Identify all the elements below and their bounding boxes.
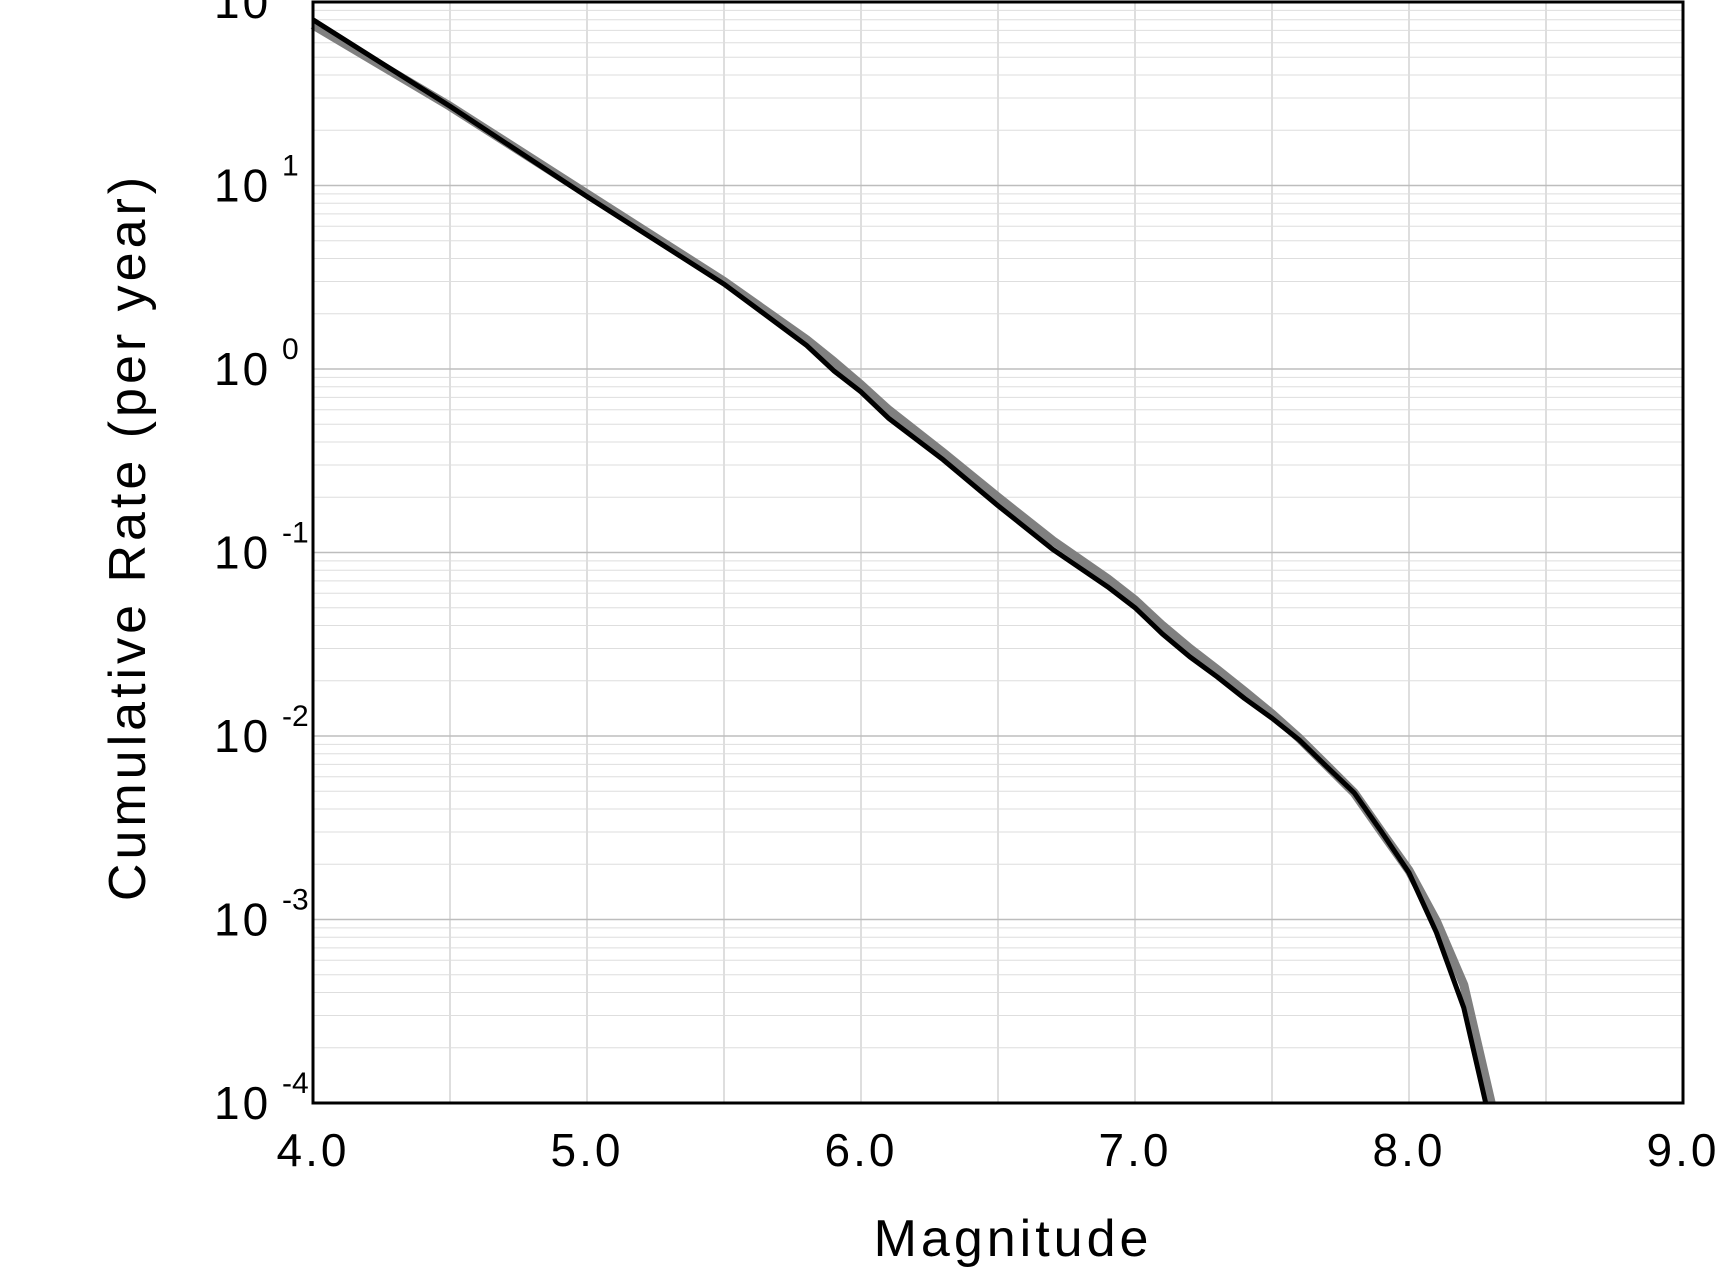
series-layer [310, 17, 1496, 1105]
x-tick-labels: 4.0 5.0 6.0 7.0 8.0 9.0 [277, 1124, 1720, 1176]
y-tick-base: 10 [214, 894, 271, 946]
y-tick-labels: 10210110010-110-210-310-4 [214, 0, 309, 1129]
y-tick-base: 10 [214, 160, 271, 212]
y-tick-exponent: -2 [282, 700, 309, 733]
x-tick-label: 9.0 [1647, 1124, 1720, 1176]
y-tick-label: 10 -3 [214, 884, 309, 946]
y-tick-base: 10 [214, 527, 271, 579]
y-tick-exponent: -1 [282, 517, 309, 550]
y-tick-exponent: 1 [282, 150, 299, 183]
x-tick-label: 7.0 [1099, 1124, 1172, 1176]
x-tick-label: 5.0 [551, 1124, 624, 1176]
y-tick-label: 10 1 [214, 150, 299, 212]
y-tick-base: 10 [214, 710, 271, 762]
y-tick-exponent: 0 [282, 333, 299, 366]
y-tick-base: 10 [214, 1077, 271, 1129]
y-tick-label: 102 [214, 0, 271, 28]
y-tick-exponent: -3 [282, 884, 309, 917]
grid-lines [313, 2, 1683, 1103]
series-line-2 [311, 17, 1489, 1104]
x-axis-label: Magnitude [874, 1210, 1153, 1268]
y-tick-label: 10 -2 [214, 700, 309, 762]
series-line-1 [310, 21, 1496, 1105]
y-tick-label: 10 -4 [214, 1067, 309, 1129]
y-tick-base: 10 [214, 0, 271, 28]
y-axis-label: Cumulative Rate (per year) [99, 173, 157, 901]
x-tick-label: 4.0 [277, 1124, 350, 1176]
plot-frame [311, 0, 1685, 1105]
x-tick-label: 8.0 [1373, 1124, 1446, 1176]
y-tick-label: 10 -1 [214, 517, 309, 579]
x-tick-label: 6.0 [825, 1124, 898, 1176]
y-tick-base: 10 [214, 343, 271, 395]
y-tick-exponent: -4 [282, 1067, 309, 1100]
y-tick-label: 10 0 [214, 333, 299, 395]
